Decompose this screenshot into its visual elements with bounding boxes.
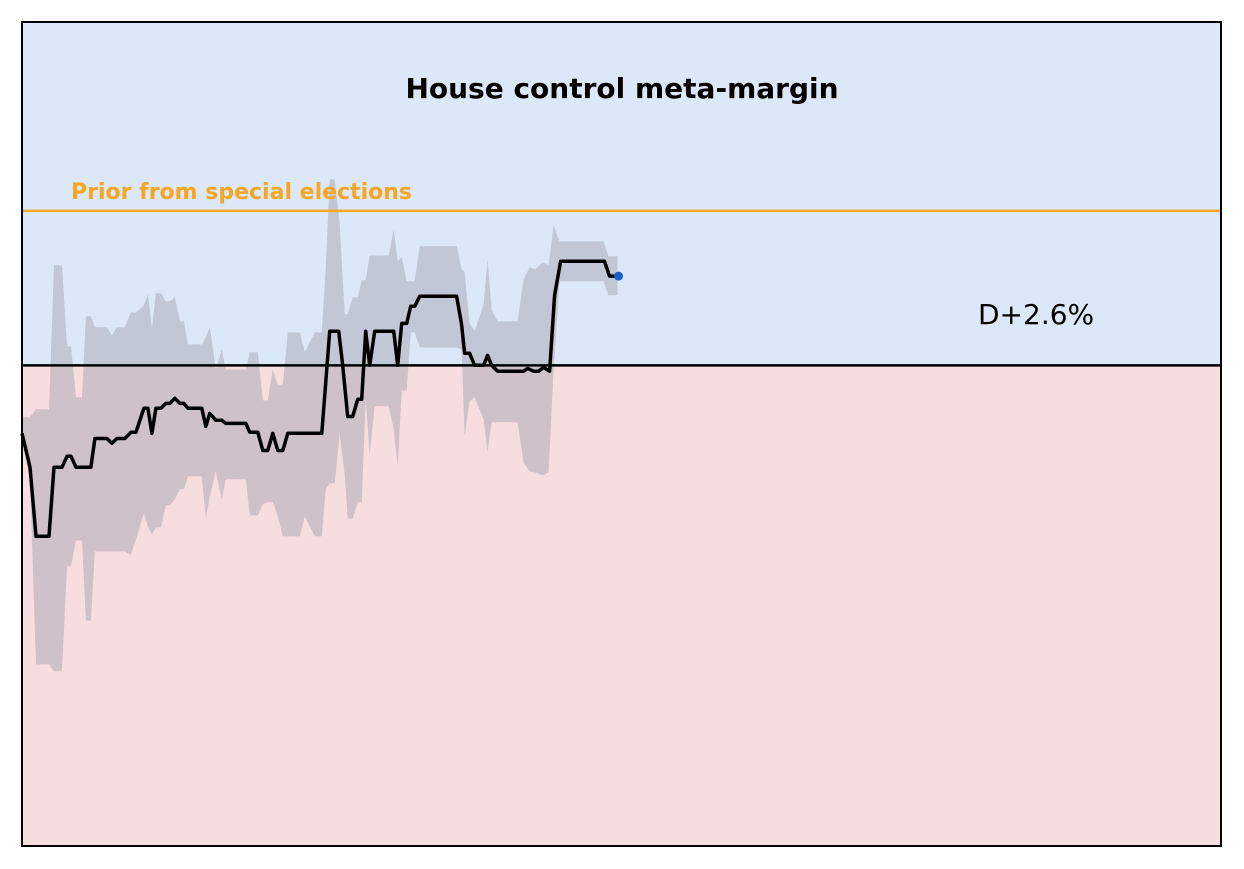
region-below (22, 365, 1221, 846)
region-above (22, 22, 1221, 366)
uncertainty-band (22, 179, 618, 672)
annotation: D+2.6% (978, 298, 1094, 331)
median-line (20, 259, 619, 539)
prior-label: Prior from special elections (71, 180, 412, 205)
latest-point (614, 271, 624, 281)
plot-frame (21, 21, 1222, 847)
chart-title: House control meta-margin (405, 72, 838, 105)
plot-area (20, 22, 1221, 846)
